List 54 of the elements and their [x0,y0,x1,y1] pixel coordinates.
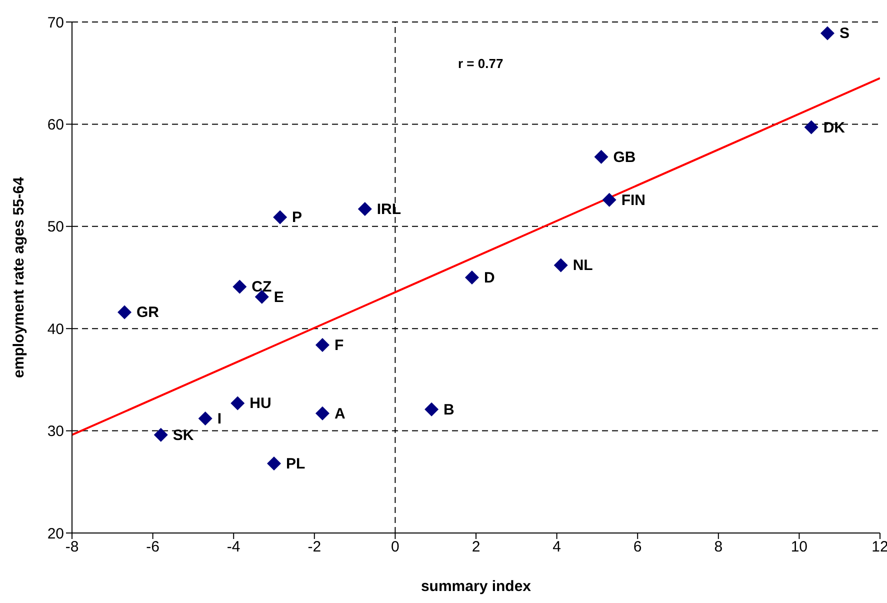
annotation: r = 0.77 [458,56,504,71]
point [198,412,212,426]
x-tick-label: -4 [226,538,240,556]
x-tick-label: -8 [65,538,79,556]
point [267,456,281,471]
point [315,406,330,420]
series-label: S [839,25,850,42]
x-tick-label: 8 [714,538,723,556]
point [118,305,132,320]
y-axis-title: employment rate ages 55-64 [10,176,28,378]
point [315,338,330,352]
series-label: A [334,405,346,422]
series-label: GR [136,304,160,322]
series-label: B [444,401,455,418]
series-label: CZ [252,278,272,296]
y-tick-label: 40 [47,320,64,338]
series-label: PL [286,456,306,473]
point [232,280,247,294]
x-tick-label: 10 [790,538,808,556]
y-tick-label: 30 [47,423,64,440]
series-label: FIN [621,192,646,209]
series-label: IRL [376,201,402,218]
point [554,258,568,272]
series-label: P [292,209,302,226]
y-tick-label: 60 [47,116,64,134]
series-label: I [217,410,222,428]
series-label: NL [572,257,593,274]
point [602,192,616,207]
series-label: F [334,336,344,354]
point [820,26,834,40]
point [594,150,608,164]
x-tick-label: 6 [633,538,642,556]
point [230,396,245,410]
x-tick-label: 0 [391,538,400,556]
point [273,210,288,224]
x-tick-label: -2 [308,538,322,556]
series-label: E [274,288,284,306]
series-label: D [484,270,495,286]
y-tick-label: 70 [47,14,64,32]
series-label: SK [172,426,194,444]
y-tick-label: 50 [47,218,64,236]
point [154,428,168,442]
point [804,120,818,134]
series-label: HU [250,395,272,412]
point [424,402,439,416]
x-tick-label: -6 [146,538,160,556]
series-label: DK [823,119,846,136]
point [464,270,479,284]
series-label: GB [613,148,636,166]
x-tick-label: 2 [472,538,480,556]
y-tick-label: 20 [47,525,64,542]
x-axis-title: summary index [420,578,532,595]
point [358,202,372,216]
x-tick-label: 4 [552,538,561,556]
